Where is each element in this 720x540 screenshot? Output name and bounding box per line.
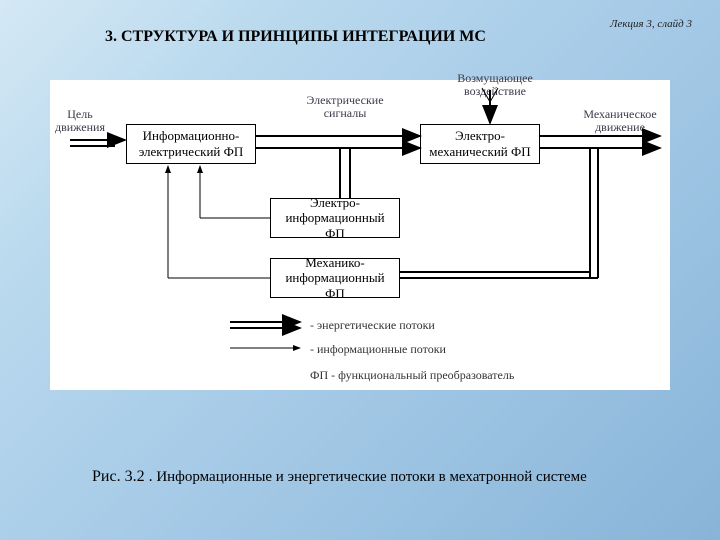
figure-number: Рис. 3.2 . — [92, 468, 153, 485]
page-title: 3. СТРУКТУРА И ПРИНЦИПЫ ИНТЕГРАЦИИ МС — [105, 28, 486, 46]
block-info-electric-label: Информационно-электрический ФП — [131, 128, 251, 159]
label-disturbance: Возмущающее воздействие — [440, 72, 550, 98]
legend-info: - информационные потоки — [310, 342, 446, 357]
block-info-electric: Информационно-электрический ФП — [126, 124, 256, 164]
block-mech-info-label: Механико-информационный ФП — [275, 255, 395, 302]
figure-caption: Рис. 3.2 . Информационные и энергетическ… — [92, 468, 587, 486]
block-electro-info-label: Электро-информационный ФП — [275, 195, 395, 242]
label-motion: Механическое движение — [570, 108, 670, 134]
slide-meta: Лекция 3, слайд 3 — [610, 18, 692, 30]
block-electro-mech-label: Электро-механический ФП — [425, 128, 535, 159]
diagram-canvas: Цель движения Электрические сигналы Возм… — [50, 80, 670, 390]
label-goal: Цель движения — [45, 108, 115, 134]
figure-caption-text: Информационные и энергетические потоки в… — [153, 469, 587, 485]
legend-energy: - энергетические потоки — [310, 318, 435, 333]
block-electro-info: Электро-информационный ФП — [270, 198, 400, 238]
label-signals: Электрические сигналы — [290, 94, 400, 120]
legend-fp: ФП - функциональный преобразователь — [310, 368, 514, 383]
block-mech-info: Механико-информационный ФП — [270, 258, 400, 298]
block-electro-mech: Электро-механический ФП — [420, 124, 540, 164]
